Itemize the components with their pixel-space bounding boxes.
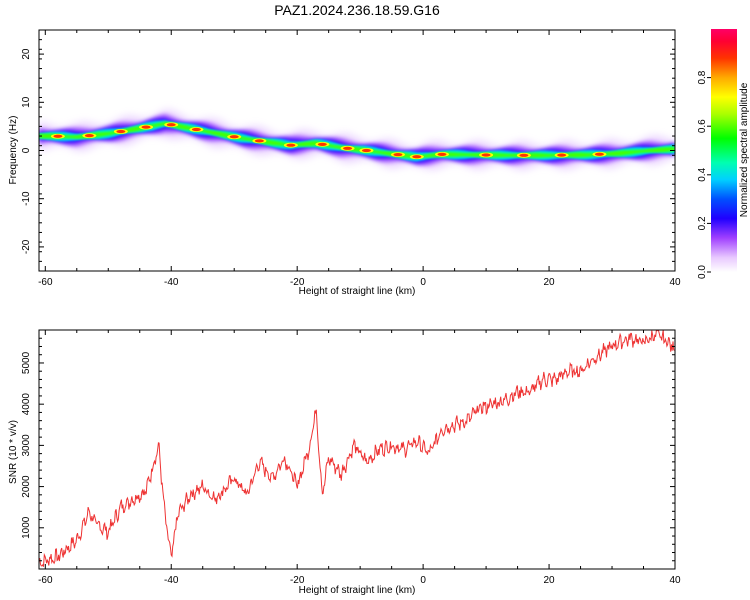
spectrogram-plot-area — [39, 109, 675, 170]
x-tick-label: -60 — [38, 277, 53, 288]
hot-spot-core — [116, 129, 126, 134]
hot-spot-core — [229, 135, 239, 139]
x-tick-label: 20 — [543, 575, 555, 586]
x-tick-label: -20 — [290, 277, 305, 288]
hot-spot-core — [343, 146, 353, 150]
y-tick-label: 5000 — [21, 351, 32, 374]
hot-spot-core — [53, 134, 63, 138]
y-tick-label: -10 — [21, 191, 32, 206]
y-tick-label: 10 — [21, 96, 32, 108]
snr-series-line — [39, 330, 675, 567]
y-tick-label: 1000 — [21, 516, 32, 539]
hot-spot-core — [141, 125, 151, 129]
hot-spot-core — [481, 153, 491, 157]
hot-spot-core — [317, 142, 327, 146]
x-tick-label: 40 — [669, 575, 681, 586]
colorbar-tick-label: 0.2 — [697, 216, 708, 230]
hot-spot-core — [412, 155, 422, 159]
y-tick-label: 3000 — [21, 434, 32, 457]
hot-spot-core — [286, 143, 296, 147]
y-tick-label: 20 — [21, 48, 32, 60]
colorbar-label: Normalized spectral amplitude — [739, 82, 750, 217]
hot-spot-core — [393, 152, 403, 157]
x-tick-label: 0 — [420, 277, 426, 288]
snr-x-ticks: -60 -40 -20 0 20 40 — [38, 330, 681, 586]
spectrogram-panel: -60 -40 -20 0 20 40 -20 -10 0 10 20 Height of str… — [8, 29, 681, 297]
colorbar-tick-label: 0.6 — [697, 119, 708, 133]
snr-panel: -60 -40 -20 0 20 40 1000 2000 3000 4000 5000 Heig… — [8, 329, 681, 596]
y-tick-label: 0 — [21, 147, 32, 153]
colorbar: 0.0 0.2 0.4 0.6 0.8 Normalized spectral ampl… — [697, 29, 750, 279]
hot-spot-core — [594, 152, 604, 156]
colorbar-gradient — [711, 29, 737, 272]
spectrogram-y-label: Frequency (Hz) — [8, 116, 19, 185]
y-tick-label: -20 — [21, 239, 32, 254]
snr-plot-area — [39, 330, 675, 567]
snr-x-label: Height of straight line (km) — [299, 585, 416, 596]
hot-spot-core — [84, 134, 94, 138]
x-tick-label: 20 — [543, 277, 555, 288]
colorbar-tick-label: 0.0 — [697, 265, 708, 279]
x-tick-label: 40 — [669, 277, 681, 288]
hot-spot-core — [437, 152, 447, 156]
x-tick-label: -40 — [164, 575, 179, 586]
spectrogram-x-label: Height of straight line (km) — [299, 286, 416, 297]
colorbar-ticks: 0.0 0.2 0.4 0.6 0.8 — [697, 70, 711, 279]
x-tick-label: -60 — [38, 575, 53, 586]
hot-spot-core — [557, 153, 567, 157]
x-tick-label: -20 — [290, 575, 305, 586]
spectrogram-x-ticks: -60 -40 -20 0 20 40 — [38, 30, 681, 288]
hot-spot-core — [191, 127, 201, 132]
colorbar-tick-label: 0.8 — [697, 70, 708, 84]
y-tick-label: 2000 — [21, 475, 32, 498]
hot-spot-core — [519, 153, 529, 157]
hot-spot-core — [166, 123, 176, 127]
snr-frame — [38, 329, 676, 570]
x-tick-label: 0 — [420, 575, 426, 586]
y-tick-label: 4000 — [21, 393, 32, 416]
spectral-ridge — [39, 109, 675, 170]
colorbar-tick-label: 0.4 — [697, 167, 708, 181]
snr-y-label: SNR (10 * v/v) — [8, 420, 19, 484]
spectrogram-y-ticks: -20 -10 0 10 20 — [21, 29, 675, 272]
hot-spot-core — [361, 148, 371, 153]
x-tick-label: -40 — [164, 277, 179, 288]
figure-title: PAZ1.2024.236.18.59.G16 — [274, 2, 440, 18]
snr-y-ticks: 1000 2000 3000 4000 5000 — [21, 329, 675, 562]
hot-spot-core — [254, 139, 264, 143]
